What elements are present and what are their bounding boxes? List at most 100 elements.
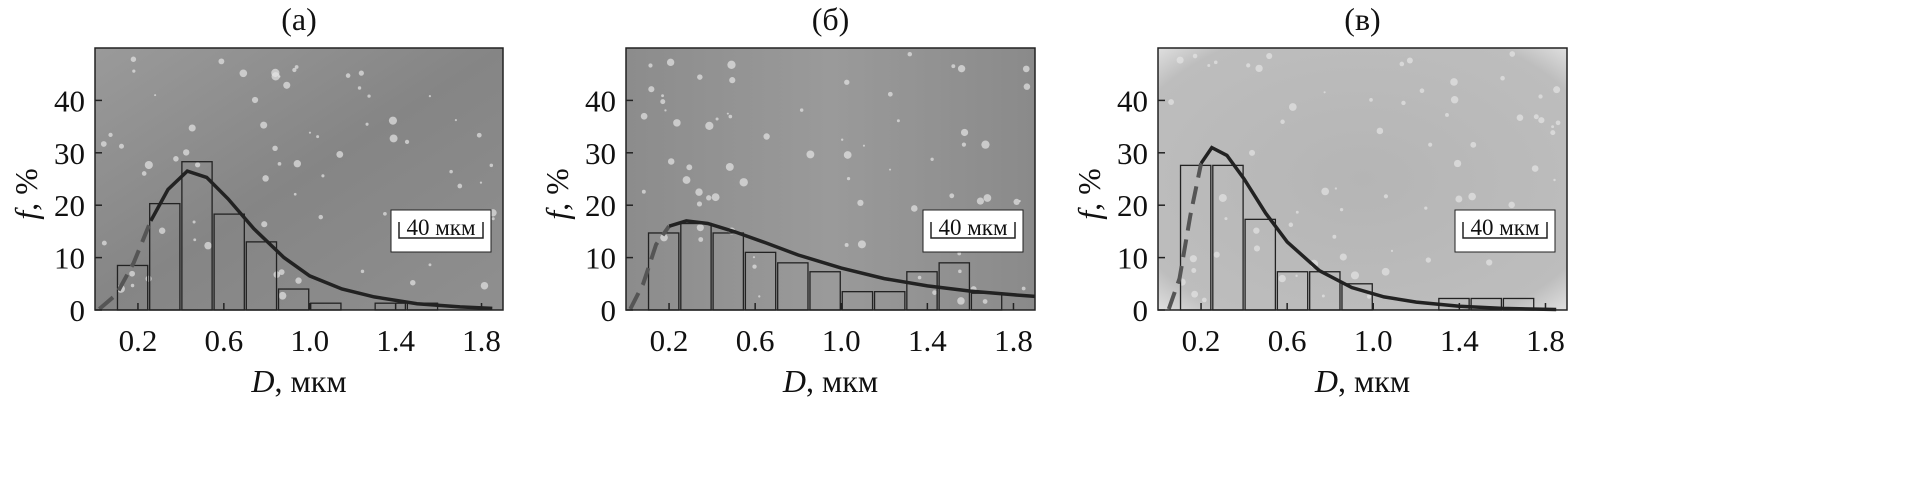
scale-bar-line (930, 222, 1016, 239)
x-tick-label: 1.8 (462, 323, 501, 358)
particle (1550, 130, 1556, 136)
particle (1218, 193, 1227, 202)
particle (1468, 192, 1476, 201)
particle (108, 132, 113, 138)
particle (239, 69, 248, 78)
particle (144, 160, 153, 170)
particle (388, 116, 398, 125)
y-tick-label: 20 (54, 188, 85, 223)
particle (118, 143, 124, 149)
particle (145, 275, 152, 282)
particle (1531, 165, 1539, 172)
panel-label: (а) (281, 1, 317, 37)
particle (641, 189, 646, 194)
particle (1168, 99, 1175, 106)
particle (130, 283, 135, 288)
particle (1455, 195, 1463, 203)
particle (129, 270, 135, 277)
particle (846, 177, 851, 181)
particle (763, 133, 770, 140)
particle (204, 241, 212, 250)
particle (949, 193, 955, 199)
particle (729, 77, 736, 84)
x-tick-label: 0.2 (1182, 323, 1221, 358)
particle (1553, 86, 1561, 94)
scale-bar-label: 40 мкм (938, 215, 1007, 240)
x-tick-label: 1.0 (822, 323, 861, 358)
particle (1500, 75, 1505, 81)
particle (389, 134, 398, 143)
fit-curve (149, 169, 493, 311)
particle (840, 138, 844, 141)
particle (457, 183, 463, 189)
particle (857, 199, 864, 207)
particle (1350, 271, 1359, 280)
particle (132, 69, 136, 73)
particle (982, 299, 988, 304)
particle (896, 119, 900, 123)
x-tick-label: 0.6 (204, 323, 243, 358)
particle (404, 139, 410, 145)
particle (1508, 201, 1515, 209)
y-tick-label: 20 (1117, 188, 1148, 223)
plot-frame (94, 47, 504, 311)
x-axis-variable: D (1314, 363, 1338, 399)
y-tick-label: 0 (601, 293, 617, 328)
particle (752, 264, 757, 269)
micrograph-background (1158, 48, 1567, 310)
y-axis-unit: , % (8, 168, 44, 211)
fit-curve (668, 219, 1036, 299)
particle (449, 169, 453, 174)
y-tick-label: 30 (54, 136, 85, 171)
particle (981, 140, 990, 149)
particle (1450, 95, 1459, 104)
particle (844, 242, 849, 247)
particle (336, 151, 344, 158)
x-axis-unit: , мкм (806, 363, 878, 399)
particle (932, 290, 937, 295)
particle (261, 221, 268, 228)
particle (843, 151, 852, 159)
x-tick-label: 1.8 (1526, 323, 1565, 358)
x-tick-label: 1.0 (1354, 323, 1393, 358)
particle (1295, 274, 1298, 278)
particle (188, 124, 196, 132)
particle (428, 95, 432, 98)
x-tick-label: 0.2 (650, 323, 689, 358)
particle (1207, 63, 1211, 67)
particle (283, 81, 291, 89)
particle (1533, 114, 1539, 120)
particle (1334, 187, 1337, 190)
particle (1022, 65, 1030, 73)
particle (682, 176, 691, 184)
x-axis-label: D, мкм (1314, 363, 1410, 399)
scale-bar-line (398, 222, 484, 239)
x-tick-label: 0.2 (119, 323, 158, 358)
particle (173, 156, 179, 162)
particle (951, 64, 956, 69)
particle (705, 121, 714, 130)
y-tick-label: 20 (585, 188, 616, 223)
particle (1339, 207, 1344, 212)
particle (1453, 159, 1462, 168)
particle (218, 58, 225, 65)
particle (1255, 64, 1263, 73)
particle (1246, 63, 1251, 68)
particle (1323, 91, 1326, 94)
particle (667, 158, 675, 165)
particle (799, 108, 804, 112)
particle (1419, 88, 1425, 94)
chart-panel-3: 0 10 20 30 40 0.2 0.6 1.0 1.4 1.8 (в) D, мкм f, % 40 … (1071, 1, 1568, 399)
x-tick-label: 1.4 (908, 323, 947, 358)
particle (154, 94, 157, 97)
particle (141, 171, 147, 176)
particle (1253, 227, 1260, 234)
chart-panel-1: 0 10 20 30 40 0.2 0.6 1.0 1.4 1.8 (а) D, мкм f, % 40 … (8, 1, 504, 399)
particle (758, 295, 761, 298)
particle (1224, 217, 1228, 221)
particle (1538, 117, 1545, 124)
fit-curve-dashed (1166, 162, 1204, 310)
y-tick-label: 10 (1117, 241, 1148, 276)
particle (1509, 51, 1516, 57)
particle (957, 297, 965, 305)
